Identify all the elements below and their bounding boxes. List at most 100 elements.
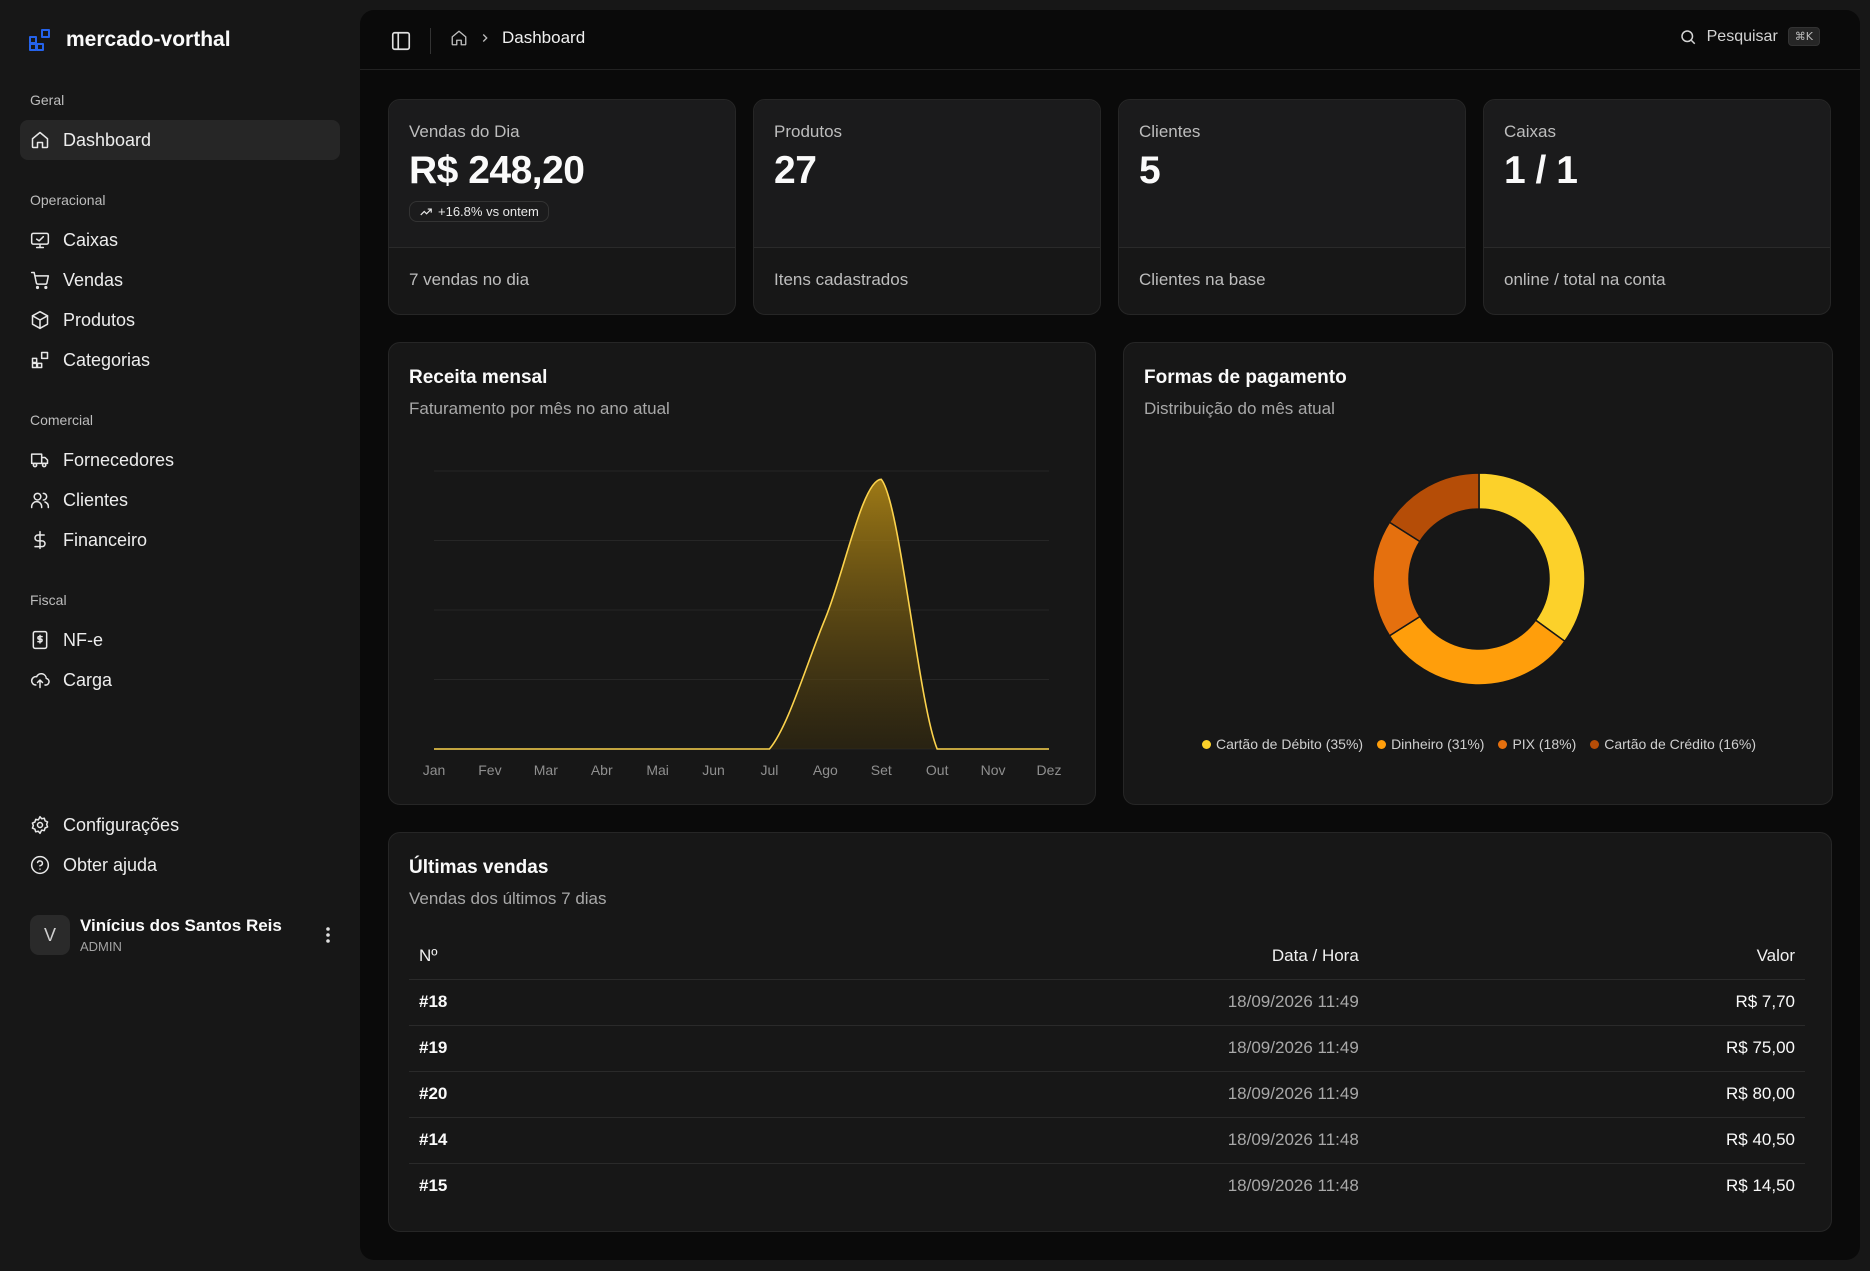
legend-item: Cartão de Débito (35%) (1201, 736, 1364, 752)
search-icon (1680, 29, 1695, 44)
stat-card-produtos: Produtos 27 Itens cadastrados (753, 99, 1101, 315)
brand[interactable]: mercado-vorthal (28, 28, 231, 52)
main-content: Dashboard Pesquisar ⌘K Vendas do Dia R$ … (360, 10, 1860, 1260)
stat-card-caixas: Caixas 1 / 1 online / total na conta (1483, 99, 1831, 315)
x-tick-label: Abr (591, 762, 613, 778)
legend-item: Dinheiro (31%) (1377, 736, 1484, 752)
sidebar-item-vendas[interactable]: Vendas (20, 260, 340, 300)
sidebar-item-carga[interactable]: Carga (20, 660, 340, 700)
pie-slice[interactable] (1388, 615, 1566, 686)
sale-value: R$ 80,00 (1358, 1071, 1805, 1118)
sidebar-toggle-icon[interactable] (390, 30, 412, 52)
sidebar-item-label: Carga (63, 669, 113, 690)
sidebar-item-label: Dashboard (63, 129, 152, 150)
table-row[interactable]: #20 18/09/2026 11:49 R$ 80,00 (409, 1071, 1805, 1118)
divider (430, 28, 431, 54)
stat-label: Vendas do Dia (409, 122, 520, 141)
cart-icon (30, 271, 50, 290)
sidebar-item-nfe[interactable]: NF-e (20, 620, 340, 660)
group-label-operacional: Operacional (30, 192, 106, 208)
sidebar-item-label: Fornecedores (63, 449, 175, 470)
legend-label: Cartão de Crédito (16%) (1604, 736, 1756, 752)
more-vertical-icon[interactable] (316, 919, 340, 951)
sidebar-item-label: NF-e (63, 629, 103, 650)
table-row[interactable]: #19 18/09/2026 11:49 R$ 75,00 (409, 1025, 1805, 1072)
trending-up-icon (420, 208, 432, 215)
sidebar-item-categorias[interactable]: Categorias (20, 340, 340, 380)
stat-footer: Clientes na base (1139, 270, 1266, 289)
table-subtitle: Vendas dos últimos 7 dias (409, 889, 607, 908)
receipt-icon (32, 630, 48, 650)
revenue-area-chart: Jan Fev Mar Abr Mai Jun Jul Ago Set Out Nov Dez (423, 470, 1061, 778)
blocks-icon (31, 351, 49, 369)
sidebar-item-label: Financeiro (63, 529, 148, 550)
sale-id: #20 (409, 1071, 652, 1118)
users-icon (30, 492, 50, 509)
home-icon[interactable] (450, 29, 468, 47)
user-role: ADMIN (80, 939, 122, 954)
table-row[interactable]: #15 18/09/2026 11:48 R$ 14,50 (409, 1163, 1805, 1209)
sale-id: #18 (409, 979, 652, 1026)
sale-value: R$ 14,50 (1726, 1176, 1795, 1196)
x-tick-label: Jan (423, 762, 446, 778)
series-line (434, 478, 1049, 750)
stat-footer: 7 vendas no dia (409, 270, 530, 289)
group-label-comercial: Comercial (30, 412, 94, 428)
stat-value: 27 (774, 149, 817, 192)
cloud-upload-icon (30, 673, 50, 689)
x-tick-label: Nov (981, 762, 1006, 778)
sale-date: 18/09/2026 11:49 (651, 979, 1359, 1026)
sale-date: 18/09/2026 11:49 (651, 1025, 1359, 1072)
legend-label: Cartão de Débito (35%) (1215, 736, 1364, 752)
sidebar-item-fornecedores[interactable]: Fornecedores (20, 440, 340, 480)
package-icon (31, 310, 49, 330)
search-label: Pesquisar (1706, 27, 1778, 45)
sale-value: R$ 7,70 (1358, 979, 1805, 1026)
legend-label: PIX (18%) (1512, 736, 1577, 752)
sidebar-item-produtos[interactable]: Produtos (20, 300, 340, 340)
sidebar-item-clientes[interactable]: Clientes (20, 480, 340, 520)
sidebar-item-financeiro[interactable]: Financeiro (20, 520, 340, 560)
chart-title: Receita mensal (409, 367, 548, 388)
area-fill (434, 479, 1049, 749)
sidebar-item-configuracoes[interactable]: Configurações (20, 805, 340, 845)
sidebar-item-label: Vendas (63, 269, 124, 290)
gear-icon (31, 815, 49, 835)
x-tick-label: Jun (702, 762, 725, 778)
stat-footer: online / total na conta (1504, 270, 1666, 289)
pie-slice[interactable] (1372, 521, 1421, 637)
sale-id: #14 (409, 1117, 652, 1164)
sale-date: 18/09/2026 11:49 (651, 1071, 1359, 1118)
column-header-date[interactable]: Data / Hora (651, 933, 1359, 980)
legend-dot (1590, 739, 1600, 749)
sidebar-item-dashboard[interactable]: Dashboard (20, 120, 340, 160)
x-tick-label: Mar (534, 762, 558, 778)
table-title: Últimas vendas (409, 857, 549, 878)
breadcrumb-current: Dashboard (502, 28, 586, 47)
truck-icon (30, 453, 49, 468)
x-tick-label: Mai (646, 762, 669, 778)
x-tick-label: Out (926, 762, 949, 778)
payment-chart-card: Formas de pagamento Distribuição do mês … (1123, 342, 1833, 805)
search-button[interactable]: Pesquisar ⌘K (1679, 27, 1820, 46)
table-row[interactable]: #14 18/09/2026 11:48 R$ 40,50 (409, 1117, 1805, 1164)
x-tick-label: Set (871, 762, 892, 778)
sidebar-item-caixas[interactable]: Caixas (20, 220, 340, 260)
dollar-icon (34, 530, 46, 550)
column-header-number[interactable]: Nº (409, 933, 652, 980)
pie-slice[interactable] (1388, 472, 1480, 543)
sidebar-item-label: Produtos (63, 309, 136, 330)
avatar: V (30, 915, 70, 955)
pie-slice[interactable] (1478, 472, 1586, 643)
sidebar-item-ajuda[interactable]: Obter ajuda (20, 845, 340, 885)
column-header-value[interactable]: Valor (1358, 933, 1805, 980)
sale-date: 18/09/2026 11:48 (1227, 1176, 1359, 1196)
sidebar-item-label: Configurações (63, 814, 180, 835)
table-header-row: Nº Data / Hora Valor (409, 933, 1805, 980)
payment-donut-chart (1372, 472, 1586, 686)
stat-card-vendas: Vendas do Dia R$ 248,20 +16.8% vs ontem … (388, 99, 736, 315)
table-row[interactable]: #18 18/09/2026 11:49 R$ 7,70 (409, 979, 1805, 1026)
sale-value: R$ 40,50 (1358, 1117, 1805, 1164)
help-icon (30, 855, 50, 875)
user-profile[interactable]: V Vinícius dos Santos Reis ADMIN (30, 913, 340, 957)
